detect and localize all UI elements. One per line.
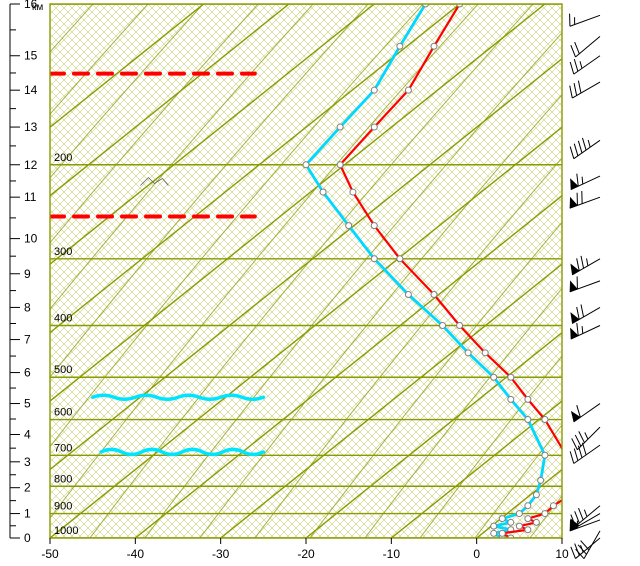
dewpoint-profile-marker (499, 516, 505, 522)
temperature-profile-marker (457, 323, 463, 329)
height-tick-label: 9 (24, 267, 31, 281)
wind-barb (567, 130, 600, 158)
height-tick-label: 10 (24, 232, 38, 246)
wind-barb (566, 4, 600, 26)
dewpoint-profile-marker (371, 87, 377, 93)
temperature-profile-marker (568, 477, 574, 483)
x-tick-label: -20 (297, 547, 315, 561)
dewpoint-profile-marker (397, 43, 403, 49)
dewpoint-profile-marker (491, 374, 497, 380)
height-tick-label: 15 (24, 49, 38, 63)
height-tick-label: 4 (24, 428, 31, 442)
dewpoint-profile-marker (405, 292, 411, 298)
height-tick-label: 6 (24, 366, 31, 380)
temperature-profile-marker (525, 516, 531, 522)
pressure-label: 1000 (54, 525, 78, 537)
temperature-profile-marker (568, 492, 574, 498)
height-tick-label: 8 (24, 300, 31, 314)
height-tick-label: 13 (24, 120, 38, 134)
temperature-profile-marker (397, 256, 403, 262)
temperature-profile-marker (431, 43, 437, 49)
dewpoint-profile-marker (337, 124, 343, 130)
height-tick-label: 0 (24, 531, 31, 545)
wind-barb (566, 72, 600, 98)
wind-barb (566, 165, 600, 189)
wind-barb (566, 270, 600, 292)
wind-barb (567, 394, 600, 422)
x-tick-label: -30 (212, 547, 230, 561)
x-tick-label: -50 (41, 547, 59, 561)
temperature-profile-marker (371, 223, 377, 229)
x-tick-label: 10 (555, 547, 569, 561)
height-tick-label: 14 (24, 83, 38, 97)
dewpoint-profile-marker (440, 323, 446, 329)
wind-barb (568, 27, 600, 57)
skewt-diagram: { "plot": { "type": "skewt-logp", "width… (0, 0, 640, 566)
dewpoint-profile-marker (508, 519, 514, 525)
dewpoint-profile-marker (508, 396, 514, 402)
height-tick-label: 2 (24, 481, 31, 495)
x-tick-label: -40 (127, 547, 145, 561)
temperature-profile-marker (516, 523, 522, 529)
height-tick-label: 5 (24, 397, 31, 411)
pressure-label: 500 (54, 364, 72, 376)
temperature-profile-marker (499, 530, 505, 536)
temperature-profile-marker (337, 162, 343, 168)
dewpoint-profile-marker (465, 350, 471, 356)
dewpoint-profile-marker (371, 256, 377, 262)
height-tick-label: 12 (24, 158, 38, 172)
dewpoint-profile-marker (491, 523, 497, 529)
x-tick-label: 0 (473, 547, 480, 561)
dewpoint-profile-marker (525, 417, 531, 423)
temperature-profile-marker (533, 519, 539, 525)
pressure-label: 900 (54, 501, 72, 513)
dewpoint-profile-marker (525, 503, 531, 509)
wind-barb (569, 419, 600, 450)
pressure-label: 400 (54, 313, 72, 325)
height-tick-label: 3 (24, 455, 31, 469)
x-tick-label: -10 (383, 547, 401, 561)
wind-barb (566, 297, 600, 323)
wind-barb (566, 315, 600, 339)
temperature-profile-marker (542, 417, 548, 423)
temperature-profile-marker (542, 511, 548, 517)
pressure-label: 100 (54, 0, 72, 3)
wind-barb (566, 248, 600, 274)
temperature-profile-marker (525, 527, 531, 533)
chart-svg: 1002003004005006007008009001000-50-40-30… (0, 0, 640, 566)
temperature-profile-marker (525, 396, 531, 402)
temperature-profile-marker (371, 124, 377, 130)
dewpoint-profile-marker (320, 189, 326, 195)
pressure-label: 200 (54, 152, 72, 164)
temperature-profile-marker (508, 374, 514, 380)
height-tick-label: 11 (24, 190, 37, 204)
dewpoint-profile-marker (303, 162, 309, 168)
temperature-profile-marker (550, 503, 556, 509)
height-unit-label: км (32, 2, 43, 13)
pressure-label: 300 (54, 246, 72, 258)
dewpoint-profile-marker (533, 492, 539, 498)
dewpoint-profile-marker (542, 452, 548, 458)
dewpoint-profile-marker (538, 477, 544, 483)
temperature-profile-marker (431, 292, 437, 298)
pressure-label: 700 (54, 442, 72, 454)
temperature-profile-marker (405, 87, 411, 93)
temperature-profile-marker (563, 452, 569, 458)
temperature-profile-marker (482, 350, 488, 356)
dewpoint-profile-marker (516, 511, 522, 517)
pressure-label: 600 (54, 407, 72, 419)
height-tick-label: 7 (24, 333, 31, 347)
dewpoint-profile-marker (491, 530, 497, 536)
dewpoint-profile-marker (346, 223, 352, 229)
pressure-label: 800 (54, 473, 72, 485)
temperature-profile-marker (350, 189, 356, 195)
height-tick-label: 1 (24, 507, 31, 521)
